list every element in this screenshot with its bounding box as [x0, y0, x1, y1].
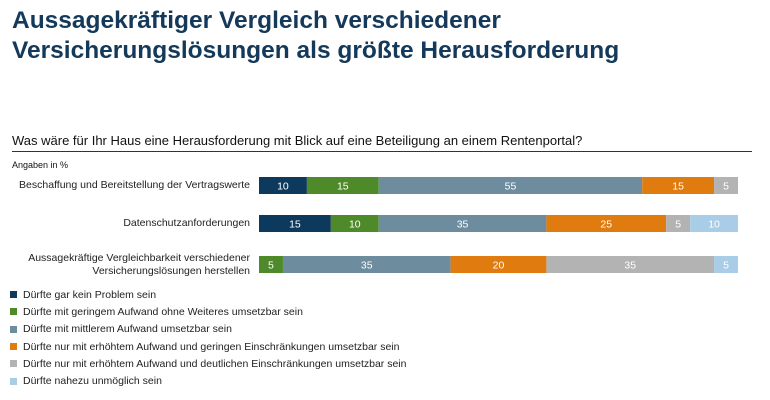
data-label: 5 [723, 181, 729, 193]
data-label: 20 [493, 260, 505, 272]
data-label: 5 [723, 260, 729, 272]
legend-item: Dürfte nahezu unmöglich sein [10, 372, 406, 389]
category-label-line: Aussagekräftige Vergleichbarkeit verschi… [28, 251, 250, 264]
bar-segment [546, 215, 667, 232]
bar-segment [282, 256, 451, 273]
legend-swatch [10, 308, 17, 316]
category-label: Datenschutzanforderungen [0, 217, 250, 230]
legend-swatch [10, 325, 17, 333]
data-label: 15 [672, 181, 684, 193]
survey-question: Was wäre für Ihr Haus eine Herausforderu… [12, 133, 583, 148]
category-label-line: Beschaffung und Bereitstellung der Vertr… [19, 179, 250, 191]
bar-segment [546, 256, 715, 273]
data-label: 10 [708, 219, 720, 231]
data-label: 35 [361, 260, 373, 272]
legend-swatch [10, 291, 17, 299]
bar-segment [330, 215, 379, 232]
page-title: Aussagekräftiger Vergleich verschiedener… [12, 7, 620, 64]
unit-note: Angaben in % [12, 160, 69, 170]
bar-segment [259, 177, 307, 194]
bar-segment [378, 177, 643, 194]
legend-label: Dürfte nur mit erhöhtem Aufwand und deut… [23, 357, 407, 370]
legend-item: Dürfte nur mit erhöhtem Aufwand und deut… [10, 355, 406, 372]
bar-segment [450, 256, 547, 273]
bar-segment [690, 215, 738, 232]
legend-swatch [10, 377, 17, 385]
bar-segment [259, 215, 331, 232]
legend-item: Dürfte gar kein Problem sein [10, 286, 406, 303]
legend-label: Dürfte nur mit erhöhtem Aufwand und geri… [23, 340, 400, 353]
data-label: 5 [675, 219, 681, 231]
bar-segment [666, 215, 691, 232]
legend-label: Dürfte mit geringem Aufwand ohne Weitere… [23, 305, 303, 318]
legend-item: Dürfte nur mit erhöhtem Aufwand und geri… [10, 338, 406, 355]
data-label: 55 [505, 181, 517, 193]
legend: Dürfte gar kein Problem sein Dürfte mit g… [10, 286, 406, 390]
data-label: 35 [624, 260, 636, 272]
category-label: Beschaffung und Bereitstellung der Vertr… [0, 179, 250, 192]
data-label: 25 [600, 219, 612, 231]
bar-segment [306, 177, 379, 194]
legend-label: Dürfte gar kein Problem sein [23, 288, 157, 301]
data-label: 10 [277, 181, 289, 193]
data-label: 35 [457, 219, 469, 231]
bar-segment [642, 177, 715, 194]
bar-segment [259, 256, 283, 273]
divider [12, 151, 752, 152]
legend-label: Dürfte nahezu unmöglich sein [23, 375, 162, 388]
data-label: 5 [268, 260, 274, 272]
category-label: Aussagekräftige Vergleichbarkeit verschi… [0, 252, 250, 278]
legend-swatch [10, 360, 17, 368]
category-label-line: Datenschutzanforderungen [123, 217, 250, 229]
bar-segment [378, 215, 547, 232]
category-label-line: Versicherungslösungen herstellen [92, 264, 250, 277]
legend-item: Dürfte mit mittlerem Aufwand umsetzbar s… [10, 321, 406, 338]
bar-segment [714, 177, 738, 194]
data-label: 10 [349, 219, 361, 231]
legend-swatch [10, 343, 17, 351]
bar-segment [714, 256, 738, 273]
data-label: 15 [289, 219, 301, 231]
legend-label: Dürfte mit mittlerem Aufwand umsetzbar s… [23, 323, 232, 336]
legend-item: Dürfte mit geringem Aufwand ohne Weitere… [10, 303, 406, 320]
data-label: 15 [337, 181, 349, 193]
